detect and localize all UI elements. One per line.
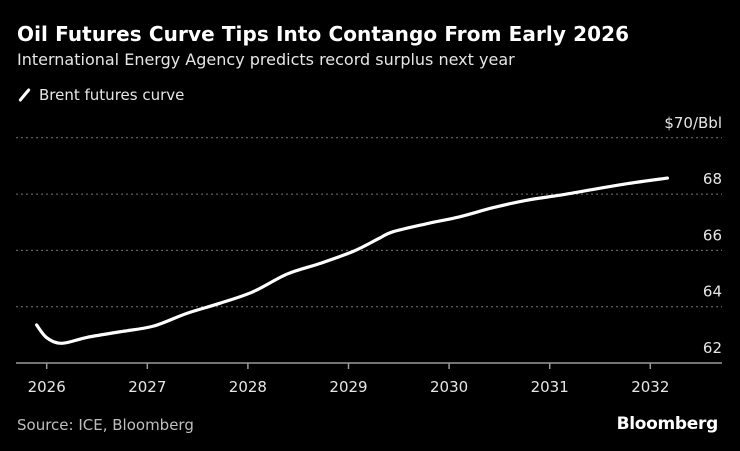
y-tick-label: 64 [703,283,722,301]
y-tick-label: $70/Bbl [664,114,722,132]
chart-title: Oil Futures Curve Tips Into Contango Fro… [17,22,630,46]
y-tick-label: 62 [703,339,722,357]
brent-futures-line [35,176,670,345]
x-tick-label: 2028 [229,378,267,396]
x-tick-label: 2029 [329,378,367,396]
chart-subtitle: International Energy Agency predicts rec… [17,50,515,69]
legend: Brent futures curve [17,86,184,104]
x-tick-label: 2032 [631,378,669,396]
legend-label: Brent futures curve [39,86,185,104]
source-note: Source: ICE, Bloomberg [17,416,194,434]
bloomberg-logo: Bloomberg [616,414,719,434]
x-tick-label: 2030 [430,378,468,396]
x-tick-label: 2027 [128,378,166,396]
y-tick-label: 66 [703,226,722,244]
y-tick-label: 68 [703,170,722,188]
x-tick-label: 2031 [531,378,569,396]
x-tick-label: 2026 [28,378,66,396]
